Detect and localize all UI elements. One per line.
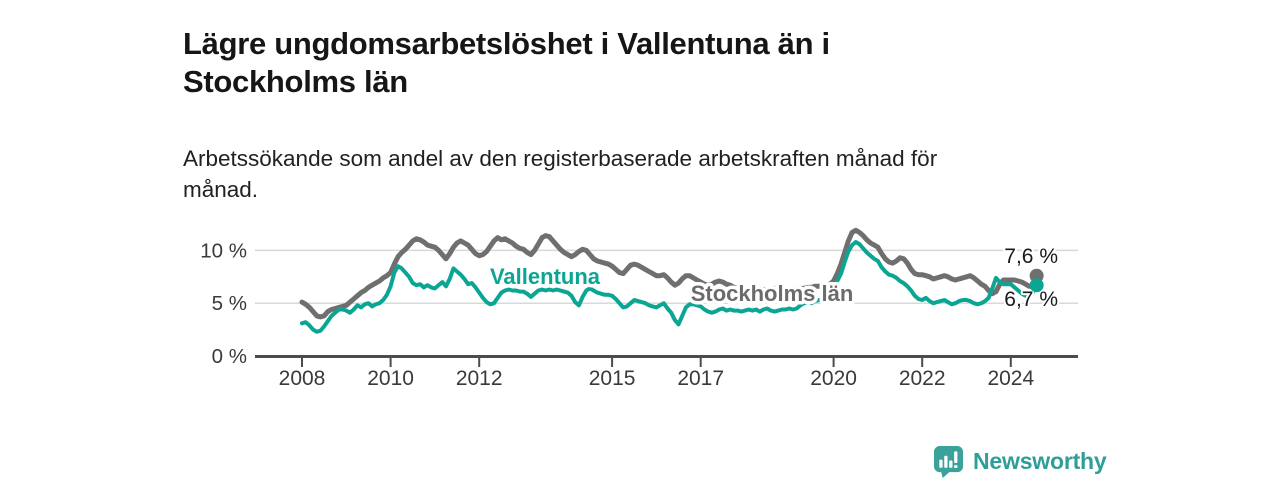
series-line-stockholms-lan bbox=[299, 227, 1040, 320]
x-tick-label: 2024 bbox=[987, 367, 1034, 390]
newsworthy-bar-chart-bubble-icon bbox=[933, 446, 964, 478]
end-dot-vallentuna bbox=[1029, 278, 1044, 293]
chart-subtitle: Arbetssökande som andel av den registerb… bbox=[183, 145, 938, 202]
y-tick-label: 5 % bbox=[212, 292, 247, 315]
chart-title: Lägre ungdomsarbetslöshet i Vallentuna ä… bbox=[183, 25, 830, 99]
x-tick-label: 2020 bbox=[810, 367, 857, 390]
x-tick-label: 2022 bbox=[899, 367, 946, 390]
x-axis: 2008 2010 2012 2015 2017 2020 2022 2024 bbox=[255, 355, 1078, 390]
y-tick-label: 10 % bbox=[200, 239, 247, 262]
y-grid: 0 % 5 % 10 % bbox=[200, 239, 1078, 368]
newsworthy-logo: Newsworthy bbox=[933, 445, 1107, 478]
end-value-label-stockholms-lan: 7,6 % bbox=[1004, 245, 1058, 268]
x-tick-label: 2012 bbox=[456, 367, 503, 390]
series-line-vallentuna bbox=[300, 240, 1039, 334]
x-tick-label: 2017 bbox=[677, 367, 724, 390]
series-label-vallentuna: Vallentuna bbox=[490, 264, 601, 289]
y-tick-label: 0 % bbox=[212, 345, 247, 368]
end-value-label-vallentuna: 6,7 % bbox=[1004, 288, 1058, 311]
x-tick-label: 2010 bbox=[367, 367, 414, 390]
x-tick-label: 2015 bbox=[589, 367, 636, 390]
series-label-stockholms-lan: Stockholms län bbox=[691, 281, 854, 306]
newsworthy-logo-text: Newsworthy bbox=[973, 448, 1107, 474]
x-tick-label: 2008 bbox=[279, 367, 326, 390]
